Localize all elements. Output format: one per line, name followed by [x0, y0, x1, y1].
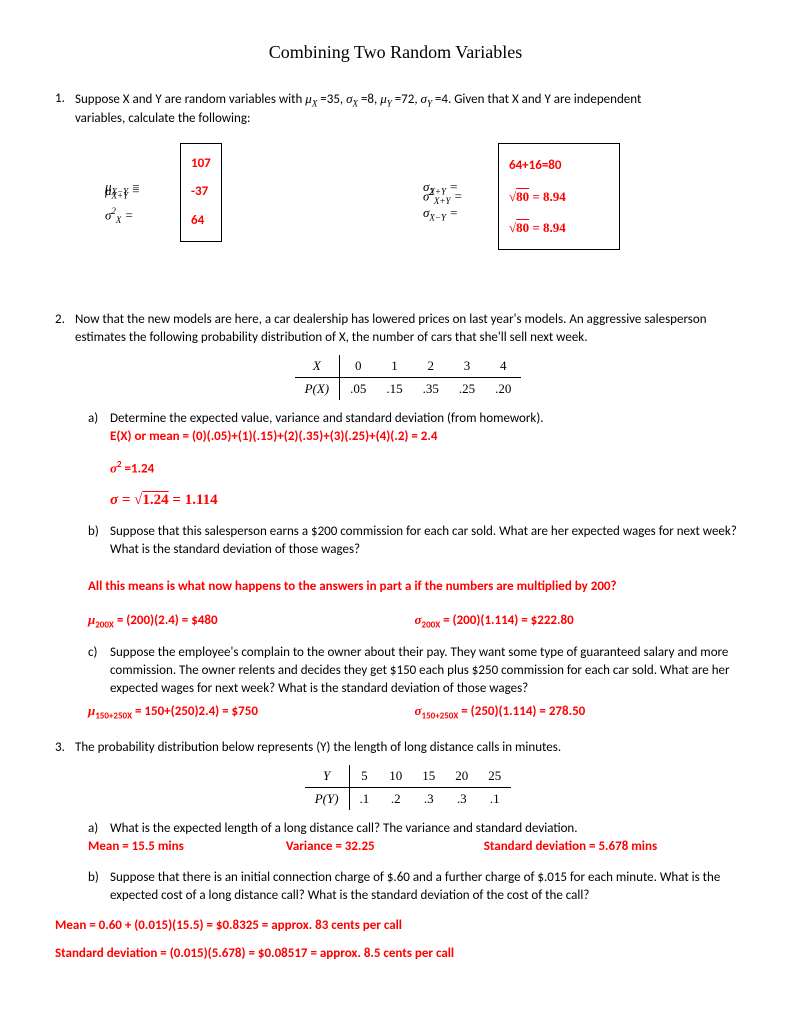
q3a-var: Variance = 32.25	[286, 838, 484, 856]
q1-number: 1.	[55, 90, 65, 108]
q3b-ans1: Mean = 0.60 + (0.015)(15.5) = $0.8325 = …	[55, 917, 741, 935]
question-1: 1. Suppose X and Y are random variables …	[75, 90, 741, 270]
q2a-ans1: E(X) or mean = (0)(.05)+(1)(.15)+(2)(.35…	[110, 428, 741, 446]
q1-ans-sqrt80a: √80 = 8.94	[509, 181, 609, 212]
q2b: b) Suppose that this salesperson earns a…	[110, 523, 741, 632]
q2c-sigma: σ150+250X = (250)(1.114) = 278.50	[415, 702, 742, 723]
q3a: a) What is the expected length of a long…	[110, 820, 741, 856]
q1-ans-80: 64+16=80	[509, 150, 609, 181]
q2b-mu: μ200X = (200)(2.4) = $480	[88, 611, 415, 632]
q1-right-col: σ2X+Y = 64+16=80 √80 = 8.94 √80 = 8.94 σ…	[423, 137, 741, 271]
q3a-sd: Standard deviation = 5.678 mins	[484, 838, 741, 856]
q2a: a) Determine the expected value, varianc…	[110, 410, 741, 511]
q2a-ans3: σ = √1.24 = 1.114	[110, 490, 741, 511]
q2-table: X01234 P(X).05.15.35.25.20	[295, 355, 522, 400]
q1-left-col: μX+Y = 107 -37 64 μX−Y = σ2X =	[75, 137, 423, 271]
q2b-sigma: σ200X = (200)(1.114) = $222.80	[415, 611, 742, 632]
q3a-prompt: What is the expected length of a long di…	[110, 820, 741, 838]
q2-prompt: Now that the new models are here, a car …	[75, 311, 741, 347]
q2-number: 2.	[55, 311, 65, 329]
q1-answers: μX+Y = 107 -37 64 μX−Y = σ2X = σ2X+Y = 6…	[75, 137, 741, 271]
q2a-ans2: σ2 =1.24	[110, 459, 741, 479]
q2b-hint: All this means is what now happens to th…	[88, 578, 741, 596]
q1-ans-neg37: -37	[191, 178, 211, 207]
q3b-prompt: Suppose that there is an initial connect…	[110, 869, 741, 905]
question-list: 1. Suppose X and Y are random variables …	[50, 90, 741, 963]
q3-number: 3.	[55, 739, 65, 757]
q2a-prompt: Determine the expected value, variance a…	[110, 410, 741, 428]
q1-right-box: 64+16=80 √80 = 8.94 √80 = 8.94	[498, 143, 620, 251]
q3b: b) Suppose that there is an initial conn…	[110, 869, 741, 905]
q3b-ans2: Standard deviation = (0.015)(5.678) = $0…	[55, 945, 741, 963]
q1-ans-107: 107	[191, 150, 211, 179]
q2c: c) Suppose the employee's complain to th…	[110, 644, 741, 724]
q3-prompt: The probability distribution below repre…	[75, 739, 741, 757]
question-2: 2. Now that the new models are here, a c…	[75, 311, 741, 724]
q3a-mean: Mean = 15.5 mins	[88, 838, 286, 856]
q2c-mu: μ150+250X = 150+(250)2.4) = $750	[88, 702, 415, 723]
q2c-prompt: Suppose the employee's complain to the o…	[110, 644, 741, 699]
q1-ans-sqrt80b: √80 = 8.94	[509, 212, 609, 243]
q2b-prompt: Suppose that this salesperson earns a $2…	[110, 523, 741, 559]
question-3: 3. The probability distribution below re…	[75, 739, 741, 964]
q1-ans-64: 64	[191, 207, 211, 236]
page-title: Combining Two Random Variables	[50, 40, 741, 65]
q1-prompt: Suppose X and Y are random variables wit…	[75, 90, 741, 128]
q3-table: Y510152025 P(Y).1.2.3.3.1	[305, 765, 512, 810]
q1-left-box: 107 -37 64	[180, 143, 222, 243]
